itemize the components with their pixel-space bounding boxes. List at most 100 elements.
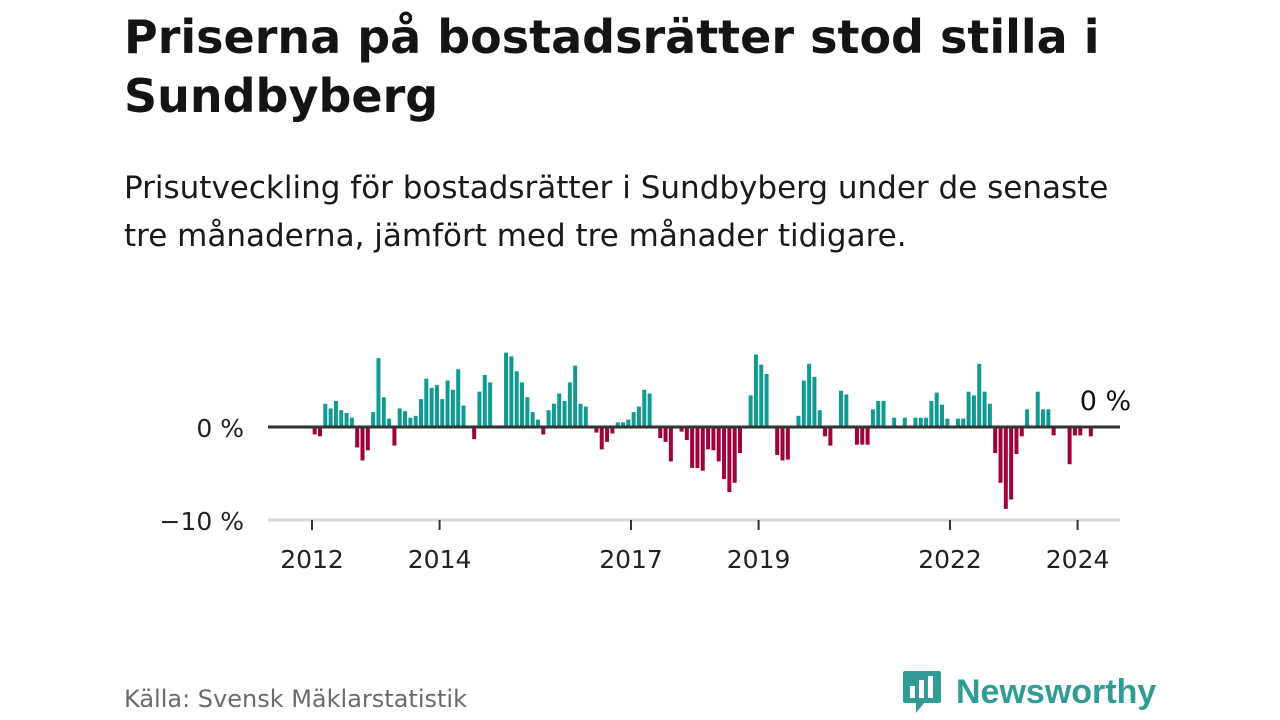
- y-tick-label: 0 %: [196, 414, 244, 443]
- bar: [988, 404, 992, 427]
- bar: [722, 427, 726, 479]
- bar: [371, 412, 375, 427]
- bar: [977, 364, 981, 427]
- bar: [844, 394, 848, 427]
- bar: [504, 353, 508, 427]
- bar: [695, 427, 699, 468]
- bar: [765, 374, 769, 427]
- bar: [876, 401, 880, 427]
- bar: [563, 401, 567, 427]
- bar: [488, 382, 492, 427]
- bar: [483, 375, 487, 427]
- bar: [403, 411, 407, 427]
- bar: [525, 397, 529, 427]
- bar: [376, 358, 380, 427]
- bar: [717, 427, 721, 461]
- bar: [366, 427, 370, 450]
- bar: [664, 427, 668, 442]
- bar: [648, 394, 652, 427]
- bar: [786, 427, 790, 460]
- bar: [440, 399, 444, 427]
- bar: [983, 392, 987, 427]
- bar: [1025, 409, 1029, 427]
- bar: [882, 401, 886, 427]
- bar: [584, 407, 588, 427]
- bar: [1041, 409, 1045, 427]
- bar: [557, 394, 561, 427]
- bar: [701, 427, 705, 471]
- bar: [398, 408, 402, 427]
- x-tick-label: 2024: [1046, 545, 1110, 574]
- bar: [1036, 392, 1040, 427]
- bar: [323, 404, 327, 427]
- bar: [456, 369, 460, 427]
- bar: [929, 401, 933, 427]
- source-note: Källa: Svensk Mäklarstatistik: [124, 685, 467, 713]
- bar: [419, 399, 423, 427]
- bar: [993, 427, 997, 453]
- bar: [690, 427, 694, 468]
- y-tick-label: −10 %: [160, 507, 244, 536]
- bar: [711, 427, 715, 450]
- bar: [345, 413, 349, 427]
- bar: [531, 412, 535, 427]
- bar: [446, 381, 450, 428]
- bar: [818, 410, 822, 427]
- bar: [637, 407, 641, 427]
- bar: [812, 377, 816, 427]
- bar: [1009, 427, 1013, 500]
- x-tick-label: 2019: [727, 545, 791, 574]
- bar: [855, 427, 859, 445]
- bar: [355, 427, 359, 447]
- bar: [1046, 409, 1050, 427]
- bar: [435, 385, 439, 427]
- bar: [972, 395, 976, 427]
- bar: [600, 427, 604, 449]
- bar: [866, 427, 870, 445]
- x-tick-label: 2022: [918, 545, 982, 574]
- bar: [632, 412, 636, 427]
- x-tick-label: 2014: [408, 545, 472, 574]
- newsworthy-brand: Newsworthy: [902, 670, 1156, 714]
- bar: [706, 427, 710, 449]
- bar: [940, 405, 944, 427]
- bar: [509, 356, 513, 427]
- bar: [573, 366, 577, 427]
- bar: [967, 392, 971, 427]
- bar: [759, 365, 763, 427]
- bar: [451, 390, 455, 427]
- bar: [802, 381, 806, 428]
- y-axis: 0 % −10 %: [160, 414, 244, 536]
- bar: [738, 427, 742, 453]
- bar: [392, 427, 396, 446]
- brand-name: Newsworthy: [956, 673, 1156, 712]
- bar: [1068, 427, 1072, 464]
- bar: [1004, 427, 1008, 509]
- bar: [414, 416, 418, 427]
- last-value-label: 0 %: [1080, 386, 1131, 417]
- bar: [334, 401, 338, 427]
- bar: [733, 427, 737, 483]
- bar: [382, 397, 386, 427]
- bar: [807, 364, 811, 427]
- bar: [669, 427, 673, 461]
- bar: [839, 391, 843, 427]
- bar: [658, 427, 662, 438]
- bar: [339, 410, 343, 427]
- bar: [605, 427, 609, 442]
- x-tick-label: 2017: [599, 545, 663, 574]
- bar-chart: 0 %−10 % 2012 2014 2017 2019 2022 2024 0 %: [0, 0, 1280, 660]
- bar: [796, 416, 800, 427]
- bar: [749, 395, 753, 427]
- bar: [775, 427, 779, 455]
- bar: [477, 392, 481, 427]
- bar-series: [313, 353, 1093, 509]
- bar: [642, 390, 646, 427]
- bar: [578, 404, 582, 427]
- bar: [828, 427, 832, 446]
- bar: [361, 427, 365, 460]
- bar: [871, 409, 875, 427]
- bar: [462, 406, 466, 427]
- bar: [547, 410, 551, 427]
- bar: [935, 393, 939, 427]
